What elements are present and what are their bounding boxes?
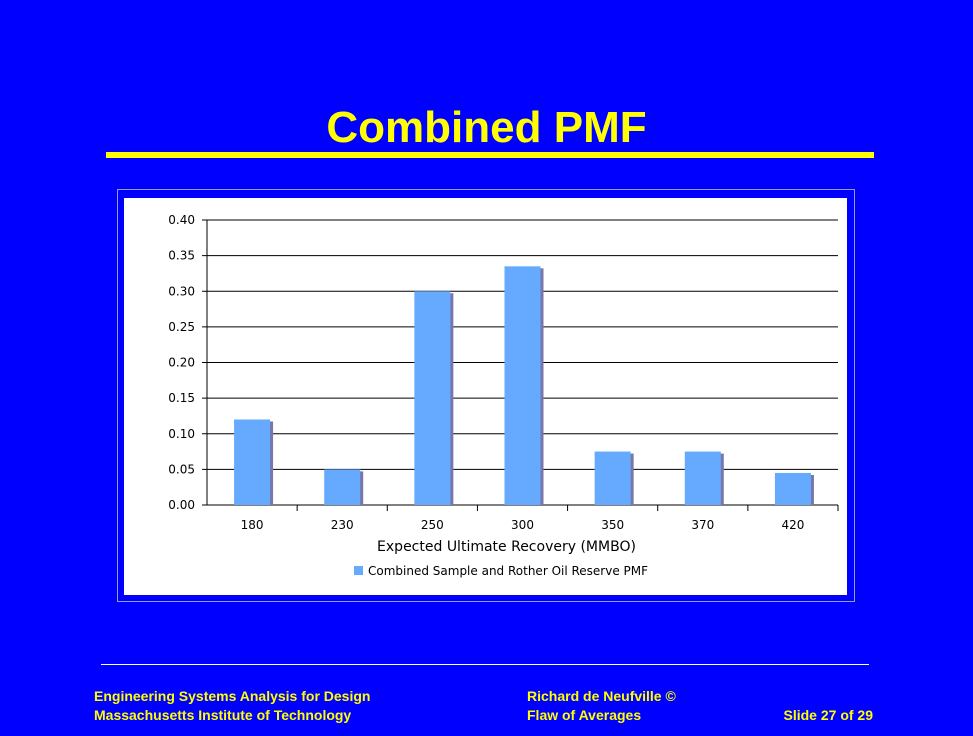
y-tick-label: 0.10	[168, 427, 195, 441]
bar	[504, 266, 541, 505]
bar	[324, 469, 361, 505]
y-tick-label: 0.25	[168, 320, 195, 334]
y-tick-label: 0.20	[168, 356, 195, 370]
legend-swatch	[354, 566, 363, 575]
footer-course-name: Engineering Systems Analysis for Design	[94, 688, 371, 704]
footer-divider	[101, 664, 869, 665]
bar	[594, 451, 631, 505]
bar	[774, 472, 811, 505]
x-tick-label: 230	[331, 518, 354, 532]
legend-label: Combined Sample and Rother Oil Reserve P…	[368, 564, 648, 578]
title-underline	[106, 152, 874, 158]
y-tick-label: 0.40	[168, 213, 195, 227]
x-tick-label: 420	[781, 518, 804, 532]
bar	[414, 291, 451, 505]
x-tick-label: 180	[241, 518, 264, 532]
footer-topic: Flaw of Averages	[527, 707, 642, 723]
y-tick-label: 0.15	[168, 391, 195, 405]
x-tick-label: 350	[601, 518, 624, 532]
footer-author: Richard de Neufville ©	[527, 688, 676, 704]
bar	[684, 451, 721, 505]
x-tick-label: 300	[511, 518, 534, 532]
chart-area: 0.00 0.05 0.10 0.15 0.20 0.25 0.30 0.35 0.40 180 2…	[124, 198, 847, 595]
footer-institution: Massachusetts Institute of Technology	[94, 707, 352, 723]
y-tick-label: 0.35	[168, 249, 195, 263]
x-tick-label: 250	[421, 518, 444, 532]
slide-title: Combined PMF	[326, 103, 647, 152]
x-axis-label: Expected Ultimate Recovery (MMBO)	[377, 539, 636, 555]
y-tick-label: 0.00	[168, 498, 195, 512]
bar-chart: 0.00 0.05 0.10 0.15 0.20 0.25 0.30 0.35 0.40 180 2…	[168, 213, 839, 578]
footer-slide-number: Slide 27 of 29	[783, 707, 873, 723]
bar	[234, 419, 271, 505]
chart-frame	[117, 189, 855, 602]
y-tick-label: 0.30	[168, 284, 195, 298]
x-tick-label: 370	[691, 518, 714, 532]
y-tick-label: 0.05	[168, 462, 195, 476]
